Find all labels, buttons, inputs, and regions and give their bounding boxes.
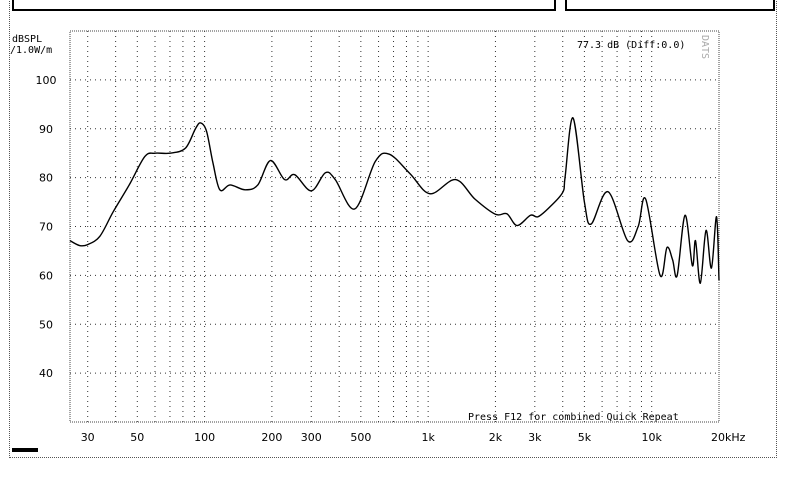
y-tick-label: 50 (39, 318, 53, 331)
x-tick-label: 100 (194, 431, 215, 444)
x-tick-label: 3k (528, 431, 542, 444)
level-readout: 77.3 dB (Diff:0.0) (577, 40, 685, 51)
x-tick-label: 30 (81, 431, 95, 444)
dats-logo: DATS (699, 35, 710, 59)
x-tick-label: 200 (261, 431, 282, 444)
y-tick-label: 80 (39, 172, 53, 185)
x-tick-label: 500 (350, 431, 371, 444)
info-panel-left (12, 0, 556, 11)
x-tick-label: 10k (642, 431, 663, 444)
info-panel-right (565, 0, 775, 11)
cursor-marker (12, 448, 38, 452)
x-axis: 30 50 100 200 300 500 1k 2k 3k 5k 10k 20kHz (81, 431, 746, 444)
y-axis-unit: /1.0W/m (10, 45, 52, 56)
x-tick-label: 1k (421, 431, 435, 444)
x-tick-label: 2k (489, 431, 503, 444)
y-tick-label: 70 (39, 221, 53, 234)
y-axis-label: dBSPL (12, 34, 42, 45)
chart-frame (9, 0, 777, 458)
response-curve (69, 117, 720, 284)
y-tick-label: 40 (39, 367, 53, 380)
y-tick-label: 100 (36, 74, 57, 87)
x-tick-label: 50 (130, 431, 144, 444)
x-tick-label: 300 (301, 431, 322, 444)
y-axis: 100 90 80 70 60 50 40 (36, 74, 57, 380)
quick-repeat-hint: Press F12 for combined Quick Repeat (468, 412, 679, 423)
x-tick-label: 20kHz (711, 431, 746, 444)
plot-border (69, 30, 720, 423)
y-tick-label: 60 (39, 269, 53, 282)
y-tick-label: 90 (39, 123, 53, 136)
grid (70, 31, 719, 422)
x-tick-label: 5k (578, 431, 592, 444)
